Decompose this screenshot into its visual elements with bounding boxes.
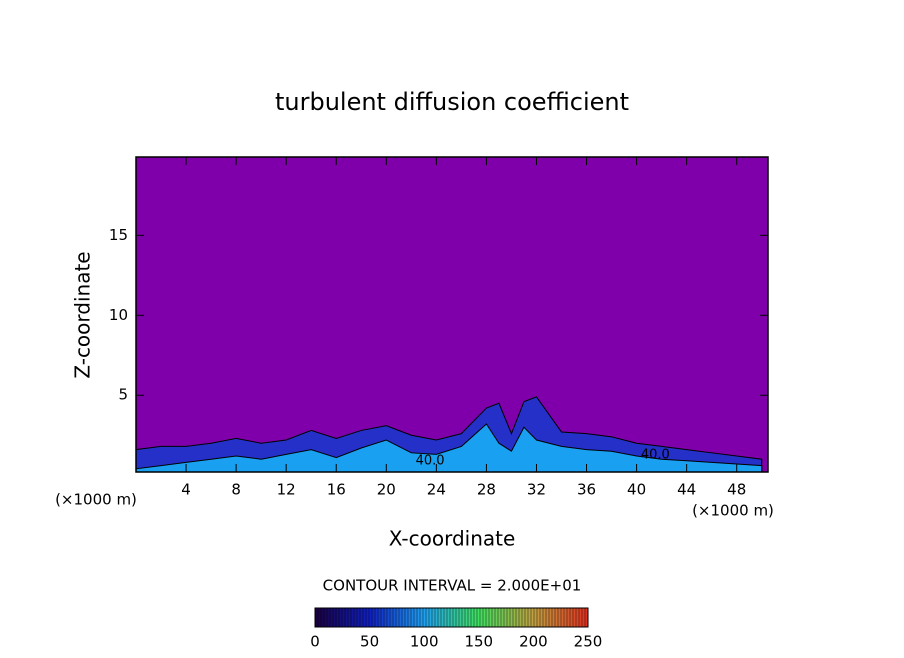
colorbar-tick-label: 250 (574, 633, 603, 651)
contour-label: 40.0 (416, 453, 445, 468)
x-tick-label: 40 (627, 481, 646, 499)
x-axis-label: X-coordinate (389, 527, 516, 551)
y-tick-label: 15 (109, 226, 128, 244)
contour-region (135, 423, 763, 473)
x-tick-label: 28 (477, 481, 496, 499)
contour-label: 40.0 (641, 448, 670, 463)
chart-title: turbulent diffusion coefficient (275, 88, 629, 116)
x-tick-label: 24 (427, 481, 446, 499)
x-tick-label: 44 (677, 481, 696, 499)
x-unit-label: (×1000 m) (55, 491, 137, 509)
colorbar-label: CONTOUR INTERVAL = 2.000E+01 (323, 577, 582, 595)
x-tick-label: 32 (527, 481, 546, 499)
x-tick-label: 8 (231, 481, 241, 499)
plot-frame (135, 156, 769, 473)
colorbar-tick-label: 200 (519, 633, 548, 651)
plot-background (136, 157, 768, 472)
y-axis-label: Z-coordinate (71, 251, 95, 378)
y-tick-label: 5 (118, 386, 128, 404)
x-unit-label: (×1000 m) (692, 502, 774, 520)
colorbar-tick-label: 0 (310, 633, 320, 651)
x-tick-label: 4 (181, 481, 191, 499)
y-tick-label: 10 (109, 306, 128, 324)
colorbar-tick-label: 100 (410, 633, 439, 651)
x-tick-label: 20 (377, 481, 396, 499)
colorbar-tick-label: 50 (360, 633, 379, 651)
x-tick-label: 16 (327, 481, 346, 499)
colorbar-tick-label: 150 (464, 633, 493, 651)
colorbar (314, 607, 589, 628)
x-tick-label: 48 (727, 481, 746, 499)
x-tick-label: 36 (577, 481, 596, 499)
x-tick-label: 12 (277, 481, 296, 499)
